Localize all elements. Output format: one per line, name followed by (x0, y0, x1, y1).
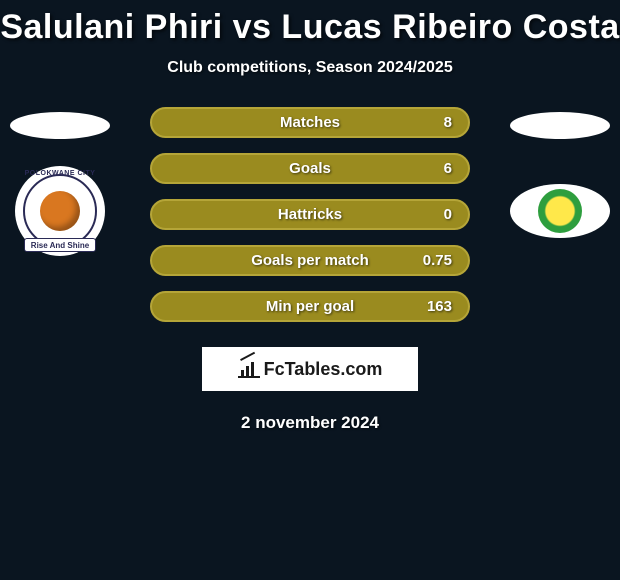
polokwane-city-badge: POLOKWANE CITY Rise And Shine (15, 166, 105, 256)
left-flag-ellipse (10, 112, 110, 139)
badge-ball-icon (40, 191, 80, 231)
stat-value-right: 163 (427, 298, 452, 315)
brand-text: FcTables.com (264, 359, 383, 380)
stat-bar-goals: Goals 6 (150, 153, 470, 184)
page-title: Salulani Phiri vs Lucas Ribeiro Costa (0, 8, 620, 47)
right-flag-ellipse (510, 112, 610, 139)
stat-value-right: 0 (444, 206, 452, 223)
right-club-badge (510, 169, 610, 253)
stat-label: Goals per match (251, 252, 369, 269)
right-side-column (510, 107, 610, 253)
stat-label: Min per goal (266, 298, 354, 315)
stat-value-right: 6 (444, 160, 452, 177)
stat-bar-goals-per-match: Goals per match 0.75 (150, 245, 470, 276)
stat-label: Matches (280, 114, 340, 131)
stats-column: Matches 8 Goals 6 Hattricks 0 Goals per … (130, 107, 490, 322)
badge-inner-ring (23, 174, 97, 248)
left-club-badge: POLOKWANE CITY Rise And Shine (10, 169, 110, 253)
date-text: 2 november 2024 (0, 413, 620, 433)
stat-label: Goals (289, 160, 331, 177)
stat-label: Hattricks (278, 206, 342, 223)
brand-box[interactable]: FcTables.com (202, 347, 418, 391)
badge-banner: Rise And Shine (24, 238, 96, 252)
stat-bar-hattricks: Hattricks 0 (150, 199, 470, 230)
stat-bar-matches: Matches 8 (150, 107, 470, 138)
sundowns-badge (510, 184, 610, 238)
subtitle: Club competitions, Season 2024/2025 (0, 59, 620, 77)
stat-value-right: 8 (444, 114, 452, 131)
left-side-column: POLOKWANE CITY Rise And Shine (10, 107, 110, 253)
stat-bar-min-per-goal: Min per goal 163 (150, 291, 470, 322)
chart-icon (238, 358, 260, 380)
stat-value-right: 0.75 (423, 252, 452, 269)
main-row: POLOKWANE CITY Rise And Shine Matches 8 … (0, 107, 620, 322)
badge-inner-icon (538, 189, 582, 233)
comparison-card: Salulani Phiri vs Lucas Ribeiro Costa Cl… (0, 0, 620, 433)
